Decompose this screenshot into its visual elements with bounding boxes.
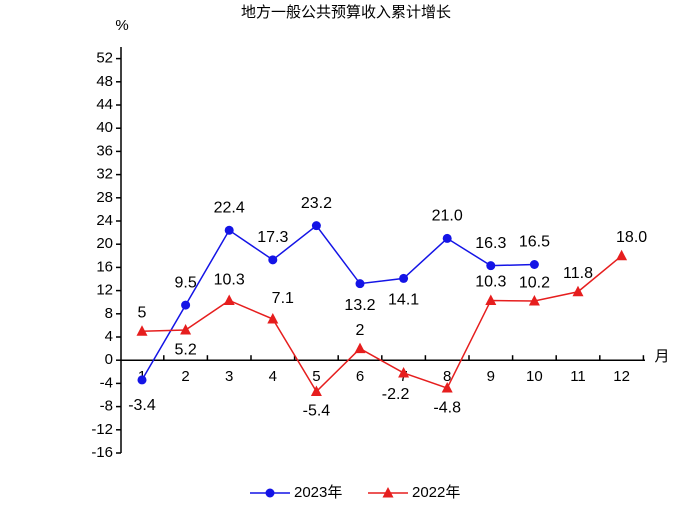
marker (485, 294, 497, 305)
data-label: 18.0 (616, 229, 647, 246)
y-tick-label: 40 (96, 119, 113, 136)
legend-label: 2022年 (412, 484, 460, 501)
y-tick-label: 36 (96, 142, 113, 159)
data-label: 17.3 (257, 229, 288, 246)
legend-label: 2023年 (294, 484, 342, 501)
marker (398, 366, 410, 378)
y-tick-label: 20 (96, 235, 113, 252)
marker (354, 342, 366, 354)
chart-title: 地方一般公共预算收入累计增长 (241, 3, 451, 21)
y-tick-label: 24 (96, 212, 113, 229)
y-tick-label: 32 (96, 166, 113, 183)
data-label: 21.0 (432, 208, 463, 225)
marker (616, 249, 628, 261)
data-label: 10.3 (214, 272, 245, 289)
marker (267, 313, 279, 324)
data-label: 7.1 (272, 290, 294, 307)
data-label: 22.4 (214, 199, 245, 216)
legend-marker (265, 488, 275, 498)
y-tick-label: 44 (96, 96, 113, 113)
y-tick-label: 16 (96, 258, 113, 275)
data-label: 10.2 (519, 274, 550, 291)
y-axis-label: % (115, 17, 128, 34)
marker (180, 324, 192, 335)
data-label: 9.5 (174, 274, 196, 291)
marker (399, 273, 409, 283)
marker (529, 260, 539, 269)
y-tick-label: 8 (105, 305, 113, 322)
marker (268, 255, 278, 265)
y-tick-label: 48 (96, 73, 113, 90)
data-label: 14.1 (388, 292, 419, 309)
data-label: 16.3 (475, 235, 506, 252)
marker (441, 382, 453, 393)
y-tick-label: 52 (96, 50, 113, 67)
data-label: 16.5 (519, 234, 550, 251)
marker (181, 300, 191, 310)
data-label: -2.2 (382, 386, 410, 403)
marker (572, 285, 584, 297)
data-label: 23.2 (301, 195, 332, 212)
y-tick-label: -12 (91, 421, 113, 438)
marker (136, 325, 148, 336)
data-label: 5 (138, 304, 147, 321)
data-label: -4.8 (433, 399, 461, 416)
data-label: 11.8 (563, 265, 593, 282)
x-tick-label: 5 (312, 368, 320, 385)
y-tick-label: 12 (96, 282, 113, 299)
legend-marker (382, 487, 394, 498)
x-axis-label: 月 (654, 348, 669, 365)
marker (224, 225, 234, 235)
series-line (141, 224, 535, 381)
x-tick-label: 12 (613, 368, 630, 385)
data-label: -5.4 (303, 403, 331, 420)
y-tick-label: 4 (105, 328, 113, 345)
data-label: 2 (356, 322, 365, 339)
x-tick-label: 8 (443, 368, 451, 385)
series-line (141, 255, 623, 393)
marker (137, 375, 147, 385)
data-label: -3.4 (128, 397, 156, 414)
data-label: 5.2 (174, 341, 196, 358)
y-tick-label: 0 (105, 351, 113, 368)
data-label: 13.2 (344, 297, 375, 314)
x-tick-label: 3 (225, 368, 233, 385)
y-tick-label: -4 (100, 374, 113, 391)
x-tick-label: 2 (181, 368, 189, 385)
marker (486, 261, 496, 271)
marker (355, 279, 365, 289)
x-tick-label: 4 (269, 368, 277, 385)
x-tick-label: 10 (526, 368, 543, 385)
marker (310, 385, 322, 397)
data-label: 10.3 (475, 274, 506, 291)
x-tick-label: 6 (356, 368, 364, 385)
y-tick-label: 28 (96, 189, 113, 206)
y-tick-label: -16 (91, 444, 113, 461)
x-tick-label: 9 (487, 368, 495, 385)
marker (528, 295, 540, 306)
marker (442, 233, 452, 243)
x-tick-label: 11 (570, 368, 586, 385)
y-tick-label: -8 (100, 398, 113, 415)
marker (223, 294, 235, 305)
marker (311, 221, 321, 231)
